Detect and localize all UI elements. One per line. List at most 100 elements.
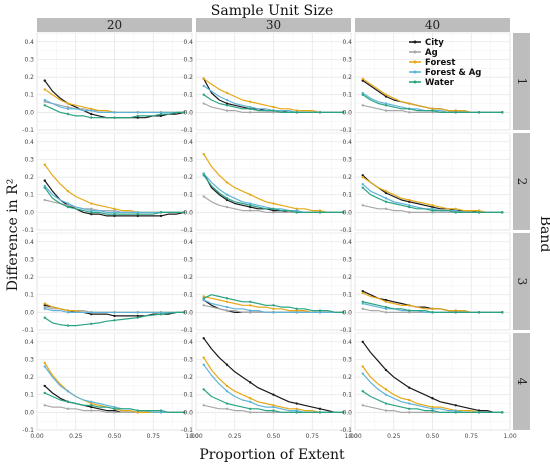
y-tick-label: 0.3 [342, 256, 352, 263]
facet-row-title: Band [537, 216, 550, 253]
data-point [342, 311, 345, 314]
data-point [159, 112, 163, 116]
data-point [361, 182, 364, 186]
y-tick-label: 0.1 [342, 192, 352, 199]
col-strip-40 [355, 18, 510, 32]
data-point [113, 405, 116, 409]
y-tick-label: -0.1 [181, 327, 193, 334]
data-point [202, 356, 205, 359]
y-tick-label: 0.4 [24, 139, 34, 146]
data-point [431, 411, 434, 414]
y-tick-label: 0.1 [183, 392, 193, 399]
data-point [384, 200, 388, 203]
legend-label-city: City [425, 38, 444, 48]
data-point [66, 324, 70, 327]
y-tick-label: 0.2 [24, 374, 34, 381]
y-tick-label: 0.4 [342, 39, 352, 46]
y-tick-label: 0.2 [24, 274, 34, 281]
x-axis-title: Proportion of Extent [199, 447, 345, 463]
data-point [342, 411, 345, 414]
y-tick-label: 0.4 [24, 239, 34, 246]
data-point [183, 111, 186, 114]
data-point [159, 409, 163, 412]
x-tick-label: 0.00 [189, 433, 203, 440]
data-point [225, 109, 229, 112]
data-point [272, 109, 275, 112]
data-point [408, 411, 411, 414]
panel-row4-col40: -0.1 0.0 0.1 0.2 0.3 0.4 0.00 0.25 0.50 0.75 1.00 [340, 332, 517, 440]
y-tick-label: 0.2 [342, 74, 352, 81]
data-point [202, 77, 205, 81]
panels-group: 20 30 40 1 2 3 4 -0.1 0.0 0.1 0.2 0.3 0.4 -0.1 0.0 0.1 0… [22, 18, 530, 440]
legend-key-point-forest [413, 60, 417, 64]
data-point [43, 361, 46, 365]
data-point [90, 116, 93, 119]
data-point [501, 111, 504, 114]
data-point [431, 397, 434, 400]
data-point [90, 404, 93, 407]
y-tick-label: 0.3 [24, 56, 34, 63]
data-point [43, 88, 46, 91]
y-tick-label: 0.3 [342, 356, 352, 363]
data-point [272, 311, 275, 314]
data-point [361, 79, 364, 82]
data-point [66, 311, 70, 314]
data-point [431, 407, 434, 411]
data-point [90, 405, 93, 409]
data-point [318, 209, 322, 212]
y-tick-label: 0.2 [342, 374, 352, 381]
data-point [90, 312, 93, 316]
data-point [90, 400, 93, 403]
data-point [408, 200, 411, 203]
data-point [113, 211, 116, 214]
data-point [43, 179, 46, 182]
data-point [66, 400, 70, 403]
data-point [66, 204, 70, 207]
data-point [249, 105, 252, 109]
data-point [113, 214, 116, 218]
row-strip-label-1: 1 [515, 78, 529, 86]
x-tick-label: 0.25 [387, 433, 401, 440]
data-point [384, 409, 388, 412]
data-point [225, 384, 229, 388]
data-point [384, 388, 388, 391]
data-point [408, 211, 411, 214]
y-tick-label: 0.0 [183, 109, 193, 116]
legend-label-forest: Forest [425, 58, 455, 68]
data-point [113, 314, 116, 318]
row-strip-label-2: 2 [515, 178, 529, 186]
data-point [454, 311, 457, 314]
data-point [136, 212, 139, 216]
panel-row3-col20: -0.1 0.0 0.1 0.2 0.3 0.4 [22, 232, 193, 334]
data-point [384, 95, 388, 98]
data-point [249, 311, 252, 314]
panel-row2-col40: -0.1 0.0 0.1 0.2 0.3 0.4 [340, 132, 511, 234]
data-point [225, 98, 229, 102]
data-point [66, 309, 70, 312]
y-tick-label: 0.2 [183, 374, 193, 381]
data-point [384, 368, 388, 372]
data-point [361, 291, 364, 295]
y-tick-label: 0.4 [183, 139, 193, 146]
data-point [66, 205, 70, 209]
y-tick-label: 0.4 [24, 39, 34, 46]
col-strip-20 [37, 18, 192, 32]
data-point [202, 195, 205, 198]
y-tick-label: -0.1 [22, 427, 34, 434]
x-tick-label: 0.75 [147, 433, 161, 440]
data-point [249, 304, 252, 307]
data-point [113, 319, 116, 322]
data-point [295, 411, 298, 414]
y-tick-label: 0.3 [342, 56, 352, 63]
data-point [454, 109, 457, 112]
data-point [43, 186, 46, 189]
panel-row1-col20: -0.1 0.0 0.1 0.2 0.3 0.4 [22, 32, 193, 134]
legend-label-forest-ag: Forest & Ag [425, 68, 481, 78]
data-point [361, 91, 364, 95]
y-tick-label: 0.4 [342, 139, 352, 146]
x-tick-label: 0.50 [426, 433, 440, 440]
data-point [272, 393, 275, 396]
data-point [225, 390, 229, 393]
data-point [90, 109, 93, 112]
data-point [159, 311, 163, 314]
